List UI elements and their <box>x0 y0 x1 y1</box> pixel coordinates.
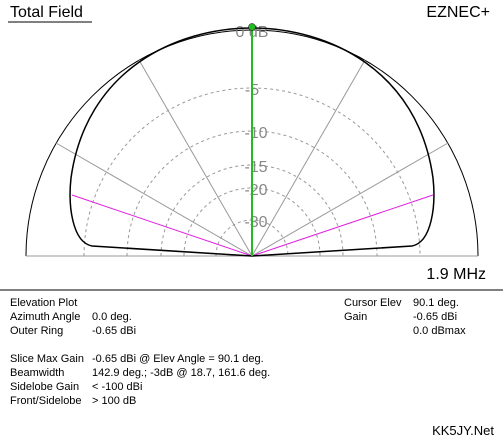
beamwidth-line <box>71 194 253 257</box>
beamwidth-line <box>251 194 434 257</box>
info-value: -0.65 dBi <box>413 311 457 323</box>
ring-label: -15 <box>244 159 267 176</box>
cursor-marker <box>248 23 256 31</box>
info-value: 0.0 deg. <box>92 311 132 323</box>
ring-label: -10 <box>244 125 267 142</box>
summary-label: Front/Sidelobe <box>10 395 82 407</box>
ring-label: -20 <box>244 182 267 199</box>
summary-value: -0.65 dBi @ Elev Angle = 90.1 deg. <box>92 353 264 365</box>
radial-line <box>138 59 253 257</box>
info-label: Gain <box>344 311 367 323</box>
ring-label: -30 <box>244 214 267 231</box>
program-name: EZNEC+ <box>426 4 490 21</box>
footer-site: KK5JY.Net <box>432 423 494 438</box>
summary-value: < -100 dBi <box>92 381 142 393</box>
summary-value: > 100 dB <box>92 395 136 407</box>
summary-label: Slice Max Gain <box>10 353 84 365</box>
radial-line <box>251 142 449 257</box>
frequency: 1.9 MHz <box>426 266 486 283</box>
info-label: Azimuth Angle <box>10 311 80 323</box>
plot-title: Total Field <box>10 4 83 21</box>
ring <box>160 164 344 257</box>
ring <box>183 187 321 257</box>
info-value: -0.65 dBi <box>92 325 136 337</box>
plot-type: Elevation Plot <box>10 297 77 309</box>
info-value: 0.0 dBmax <box>413 325 466 337</box>
info-label: Outer Ring <box>10 325 63 337</box>
ring <box>83 87 421 257</box>
radial-line <box>251 59 366 257</box>
summary-label: Sidelobe Gain <box>10 381 79 393</box>
info-value: 90.1 deg. <box>413 297 459 309</box>
info-label: Cursor Elev <box>344 297 402 309</box>
radial-line <box>55 142 253 257</box>
summary-label: Beamwidth <box>10 367 64 379</box>
summary-value: 142.9 deg.; -3dB @ 18.7, 161.6 deg. <box>92 367 270 379</box>
